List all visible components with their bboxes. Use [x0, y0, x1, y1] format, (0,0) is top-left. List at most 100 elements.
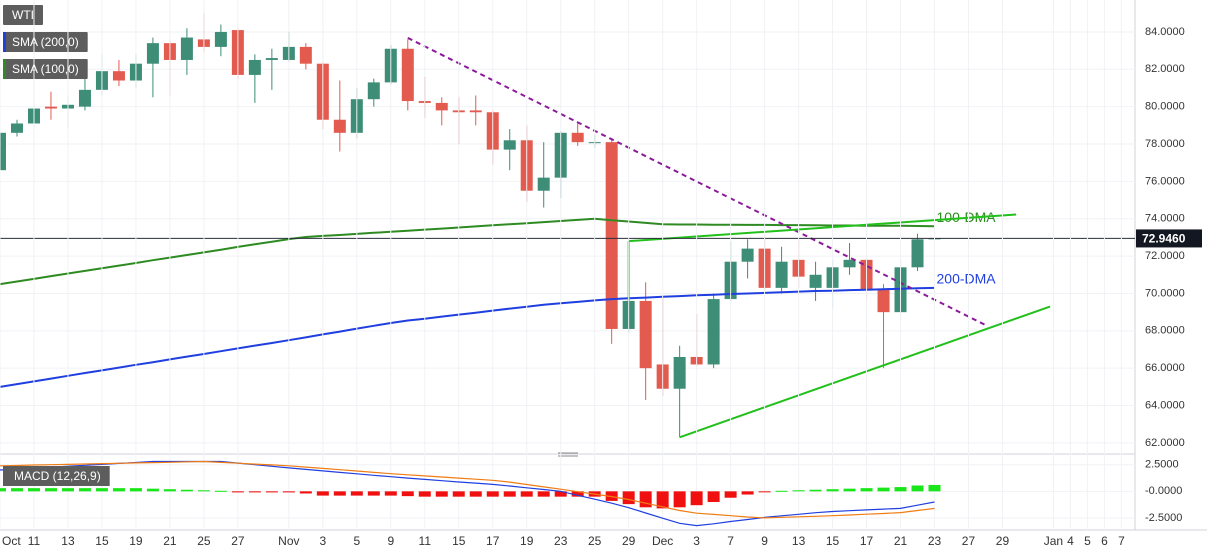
- histogram-bar: [95, 488, 108, 492]
- histogram-bar: [299, 491, 312, 494]
- x-tick-label: 29: [622, 534, 636, 548]
- moving-average-label: 200-DMA: [937, 271, 997, 287]
- histogram-bar: [758, 491, 771, 493]
- indicator-legend: MACD (12,26,9): [3, 466, 110, 486]
- x-tick-label: 5: [353, 534, 360, 548]
- histogram-bar: [741, 491, 754, 495]
- candle-body: [741, 248, 754, 262]
- separator-handle: [558, 452, 578, 457]
- x-tick-label: 6: [1101, 534, 1108, 548]
- histogram-bar: [452, 491, 465, 497]
- x-tick-label: 21: [894, 534, 908, 548]
- y-tick-label: 76.0000: [1145, 175, 1185, 187]
- histogram-bar: [486, 491, 499, 497]
- histogram-bar: [350, 491, 363, 496]
- histogram-bar: [792, 490, 805, 492]
- x-tick-label: 13: [792, 534, 806, 548]
- trendline: [679, 305, 1051, 439]
- histogram-bar: [571, 491, 584, 497]
- macd-line: [0, 460, 935, 519]
- x-tick-label: 25: [588, 534, 602, 548]
- candle-body: [78, 89, 91, 107]
- histogram-bar: [622, 491, 635, 505]
- x-tick-label: 17: [860, 534, 874, 548]
- x-tick-label: 15: [826, 534, 840, 548]
- histogram-bar: [826, 489, 839, 492]
- y-tick-label: 62.0000: [1145, 437, 1185, 449]
- histogram-bar: [690, 491, 703, 506]
- histogram-bar: [809, 489, 822, 492]
- candle-body: [775, 261, 788, 288]
- x-tick-label: 21: [163, 534, 177, 548]
- candle-body: [605, 142, 618, 329]
- histogram-bar: [724, 491, 737, 498]
- legend-swatch: [3, 32, 6, 52]
- x-tick-label: 29: [996, 534, 1010, 548]
- candle-body: [673, 356, 686, 389]
- histogram-bar: [877, 487, 890, 492]
- histogram-bar: [180, 489, 193, 492]
- x-tick-label: 19: [129, 534, 143, 548]
- histogram-bar: [10, 488, 23, 492]
- histogram-bar: [911, 485, 924, 492]
- candle-body: [333, 119, 346, 133]
- histogram-bar: [197, 490, 210, 492]
- candle-body: [10, 123, 23, 133]
- histogram-bar: [265, 491, 278, 493]
- histogram-bar: [639, 491, 652, 508]
- x-tick-label: Jan: [1044, 534, 1063, 548]
- histogram-bar: [537, 491, 550, 497]
- y-tick-label: 78.0000: [1145, 138, 1185, 150]
- histogram-bar: [163, 489, 176, 492]
- legend-swatch: [3, 59, 6, 79]
- x-tick-label: 3: [319, 534, 326, 548]
- histogram-bar: [435, 491, 448, 497]
- histogram-bar: [61, 488, 74, 492]
- histogram-bar: [44, 488, 57, 492]
- moving-average-line: [0, 286, 935, 388]
- candle-body: [112, 71, 125, 81]
- x-tick-label: 7: [727, 534, 734, 548]
- candle-body: [401, 48, 414, 102]
- x-tick-label: 17: [486, 534, 500, 548]
- legend-box: [3, 5, 43, 25]
- candle-body: [911, 239, 924, 268]
- y-tick-label: 66.0000: [1145, 362, 1185, 374]
- candle-body: [469, 110, 482, 113]
- x-tick-label: 3: [693, 534, 700, 548]
- candle-body: [265, 58, 278, 60]
- x-tick-label: Dec: [652, 534, 673, 548]
- y-tick-label: 70.0000: [1145, 287, 1185, 299]
- x-tick-label: 4: [1067, 534, 1074, 548]
- histogram-bar: [707, 491, 720, 502]
- histogram-bar: [129, 488, 142, 492]
- legend-box: [3, 466, 110, 486]
- y-tick-label: 72.0000: [1145, 250, 1185, 262]
- legend-item: SMA (200,0): [3, 32, 88, 52]
- candle-body: [180, 37, 193, 60]
- x-tick-label: 19: [520, 534, 534, 548]
- legend-label: SMA (200,0): [12, 35, 79, 49]
- histogram-bar: [27, 488, 40, 492]
- candle-body: [843, 259, 856, 268]
- x-tick-label: 5: [1084, 534, 1091, 548]
- x-tick-label: Nov: [278, 534, 299, 548]
- candle-body: [248, 59, 261, 75]
- candle-body: [537, 177, 550, 191]
- x-tick-label: 15: [95, 534, 109, 548]
- legend-item: WTI: [3, 5, 43, 25]
- histogram-bar: [928, 484, 941, 492]
- histogram-bar: [333, 491, 346, 496]
- legend-box: [3, 59, 88, 79]
- x-tick-label: 11: [28, 534, 41, 548]
- y-tick-label: 80.0000: [1145, 101, 1185, 113]
- histogram-bar: [282, 491, 295, 493]
- histogram-bar: [469, 491, 482, 497]
- histogram-bar: [231, 491, 244, 493]
- candle-body: [707, 299, 720, 365]
- x-tick-label: 7: [1118, 534, 1125, 548]
- candle-body: [367, 82, 380, 100]
- candle-body: [503, 140, 516, 150]
